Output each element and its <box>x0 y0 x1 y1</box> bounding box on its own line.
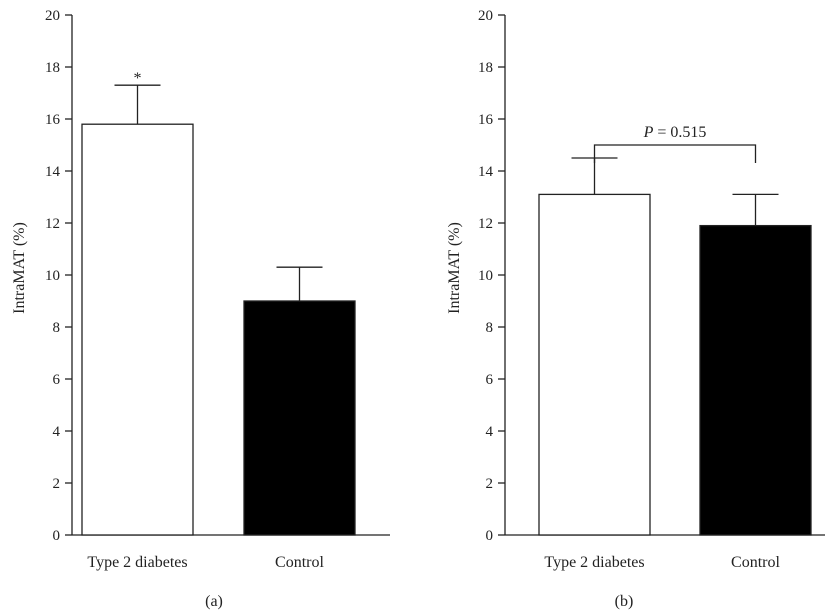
panel-b-bar <box>699 224 812 536</box>
panel-b-category-label: Type 2 diabetes <box>544 554 644 571</box>
panel-a-ytick-label: 20 <box>45 8 60 24</box>
panel-a-ytick-label: 16 <box>45 112 61 128</box>
panel-a-ytick-label: 4 <box>53 424 61 440</box>
panel-a-category-label: Type 2 diabetes <box>87 554 187 571</box>
panel-b-ytick-label: 12 <box>478 216 493 232</box>
panel-a-ytick-label: 0 <box>53 528 61 544</box>
panel-b-ytick-label: 14 <box>478 164 494 180</box>
panel-b-significance-bracket <box>593 144 757 163</box>
panel-b-ytick-label: 18 <box>478 60 493 76</box>
panel-b-ytick-label: 10 <box>478 268 493 284</box>
panel-b-bars <box>538 157 812 536</box>
panel-a-bars <box>81 84 356 536</box>
panel-b-ytick-label: 16 <box>478 112 494 128</box>
panel-b-p-value: P = 0.515 <box>643 124 707 141</box>
panel-a-ylabel: IntraMAT (%) <box>11 222 28 314</box>
panel-a-ytick-label: 6 <box>53 372 61 388</box>
panel-a-yticks: 0 2 4 6 8 10 12 14 16 18 20 <box>45 8 72 544</box>
panel-b-ylabel: IntraMAT (%) <box>446 222 463 314</box>
panel-a-category-label: Control <box>275 554 324 571</box>
panel-b-ytick-label: 2 <box>486 476 494 492</box>
panel-a-ytick-label: 12 <box>45 216 60 232</box>
panel-b-category-label: Control <box>731 554 780 571</box>
panel-b-yticks: 0 2 4 6 8 10 12 14 16 18 20 <box>478 8 505 544</box>
panel-a-label: (a) <box>205 593 223 610</box>
panel-a-ytick-label: 8 <box>53 320 61 336</box>
panel-a-ytick-label: 2 <box>53 476 61 492</box>
panel-b-ytick-label: 6 <box>486 372 494 388</box>
panel-b-ytick-label: 8 <box>486 320 494 336</box>
panel-b-bar <box>538 193 651 536</box>
panel-a-ytick-label: 18 <box>45 60 60 76</box>
p-symbol: P <box>643 124 654 141</box>
panel-a-bar <box>81 123 194 536</box>
panel-a-ytick-label: 10 <box>45 268 60 284</box>
panel-a-ytick-label: 14 <box>45 164 61 180</box>
panel-b-label: (b) <box>615 593 634 610</box>
p-value-text: = 0.515 <box>653 124 706 141</box>
panel-a-bar <box>243 300 356 536</box>
panel-a-significance-star: * <box>134 70 142 87</box>
panel-b: IntraMAT (%) 0 2 4 6 8 10 12 14 16 18 20 P = 0.515… <box>446 8 825 610</box>
panel-a: IntraMAT (%) 0 2 4 6 8 10 12 14 16 18 20 * Type 2 … <box>11 8 390 610</box>
panel-b-ytick-label: 4 <box>486 424 494 440</box>
panel-b-ytick-label: 0 <box>486 528 494 544</box>
panel-b-ytick-label: 20 <box>478 8 493 24</box>
